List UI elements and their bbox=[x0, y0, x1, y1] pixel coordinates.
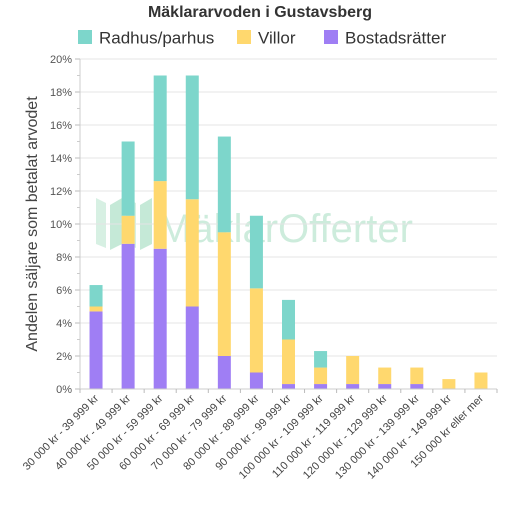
bar-segment-villor[interactable] bbox=[121, 215, 135, 244]
bar-segment-bostadsr-tter[interactable] bbox=[121, 243, 135, 389]
y-tick-label: 6% bbox=[56, 285, 72, 297]
y-tick-label: 8% bbox=[56, 252, 72, 264]
legend: Radhus/parhus Villor Bostadsrätter bbox=[78, 29, 446, 48]
y-tick-label: 2% bbox=[56, 351, 72, 363]
bar-segment-bostadsr-tter[interactable] bbox=[410, 384, 424, 389]
y-axis-ticks: 0% 2% 4% 6% 8% 10% 12% 14% 16% 18% 20% bbox=[50, 54, 80, 396]
y-tick-label: 0% bbox=[56, 384, 72, 396]
bar-segment-villor[interactable] bbox=[314, 367, 328, 385]
y-tick-label: 10% bbox=[50, 219, 72, 231]
legend-swatch bbox=[78, 30, 92, 44]
bar-segment-villor[interactable] bbox=[474, 372, 488, 390]
bar-segment-radhus-parhus[interactable] bbox=[153, 75, 167, 182]
watermark-text-suffix: Offerter bbox=[278, 207, 413, 251]
chart-title: Mäklararvoden i Gustavsberg bbox=[148, 4, 372, 21]
y-tick-label: 14% bbox=[50, 153, 72, 165]
bar-segment-bostadsr-tter[interactable] bbox=[282, 384, 295, 389]
bar-segment-radhus-parhus[interactable] bbox=[121, 141, 135, 216]
bar-segment-villor[interactable] bbox=[185, 199, 199, 307]
y-tick-label: 16% bbox=[50, 120, 72, 132]
bar-segment-radhus-parhus[interactable] bbox=[282, 299, 295, 340]
bar-segment-radhus-parhus[interactable] bbox=[217, 136, 231, 233]
bar-segment-bostadsr-tter[interactable] bbox=[153, 248, 167, 389]
bar-segment-bostadsr-tter[interactable] bbox=[185, 306, 199, 390]
bar-segment-bostadsr-tter[interactable] bbox=[89, 311, 103, 389]
bar-segment-bostadsr-tter[interactable] bbox=[346, 384, 360, 389]
y-tick-label: 12% bbox=[50, 186, 72, 198]
bar-segment-villor[interactable] bbox=[346, 356, 360, 385]
bar-segment-villor[interactable] bbox=[378, 367, 392, 385]
y-tick-label: 20% bbox=[50, 54, 72, 66]
bar-segment-bostadsr-tter[interactable] bbox=[217, 356, 231, 389]
bar-segment-villor[interactable] bbox=[249, 288, 263, 373]
bar-segment-villor[interactable] bbox=[89, 306, 103, 312]
legend-swatch bbox=[237, 30, 251, 44]
bar-segment-villor[interactable] bbox=[153, 181, 167, 249]
bar-segment-radhus-parhus[interactable] bbox=[314, 351, 328, 368]
bar-segment-radhus-parhus[interactable] bbox=[249, 215, 263, 289]
bar-segment-radhus-parhus[interactable] bbox=[89, 285, 103, 307]
y-tick-label: 4% bbox=[56, 318, 72, 330]
legend-swatch bbox=[324, 30, 338, 44]
y-tick-label: 18% bbox=[50, 87, 72, 99]
bar-segment-radhus-parhus[interactable] bbox=[185, 75, 199, 200]
bar-segment-bostadsr-tter[interactable] bbox=[249, 372, 263, 390]
bar-segment-villor[interactable] bbox=[442, 379, 456, 389]
bars bbox=[89, 75, 488, 390]
legend-label[interactable]: Villor bbox=[258, 29, 296, 48]
legend-label[interactable]: Radhus/parhus bbox=[99, 29, 214, 48]
bar-segment-bostadsr-tter[interactable] bbox=[314, 384, 328, 389]
bar-segment-villor[interactable] bbox=[410, 367, 424, 385]
y-axis-label: Andelen säljare som betalat arvodet bbox=[24, 96, 41, 352]
bar-segment-villor[interactable] bbox=[217, 232, 231, 356]
bar-segment-bostadsr-tter[interactable] bbox=[378, 384, 392, 389]
bar-segment-villor[interactable] bbox=[282, 339, 295, 385]
legend-label[interactable]: Bostadsrätter bbox=[345, 29, 446, 48]
